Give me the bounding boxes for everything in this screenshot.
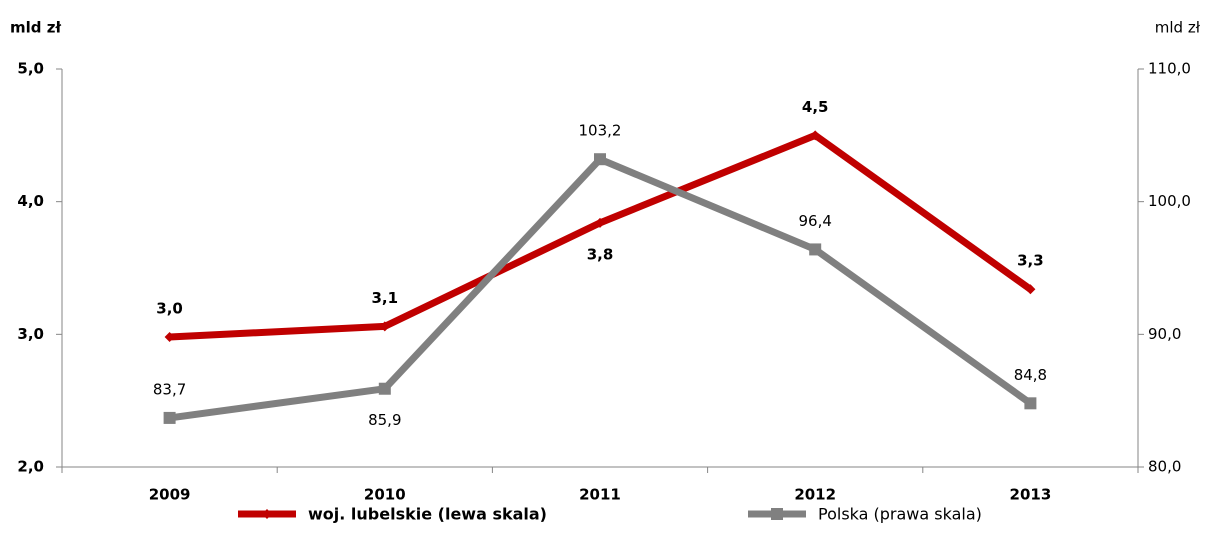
- x-tick-label: 2011: [579, 486, 621, 504]
- marker: [164, 331, 175, 342]
- marker: [595, 217, 605, 228]
- x-tick-label: 2009: [149, 486, 191, 504]
- legend-label: Polska (prawa skala): [818, 505, 982, 524]
- data-label: 3,3: [1017, 252, 1044, 270]
- legend-label: woj. lubelskie (lewa skala): [308, 505, 547, 524]
- y2-tick-label: 110,0: [1148, 60, 1191, 78]
- y2-tick-label: 90,0: [1148, 325, 1181, 343]
- data-label: 3,1: [372, 289, 399, 307]
- marker: [379, 321, 390, 332]
- y-tick-label: 4,0: [17, 192, 44, 210]
- marker: [1025, 284, 1036, 295]
- x-tick-label: 2013: [1010, 486, 1052, 504]
- y2-axis-label: mld zł: [1155, 19, 1201, 37]
- data-label: 84,8: [1014, 366, 1047, 384]
- data-label: 3,8: [587, 245, 614, 263]
- y-tick-label: 3,0: [17, 325, 44, 343]
- marker: [1024, 397, 1037, 410]
- data-label: 83,7: [153, 380, 186, 398]
- legend-marker: [262, 509, 272, 519]
- y-tick-label: 5,0: [17, 60, 44, 78]
- data-label: 103,2: [579, 122, 622, 140]
- data-label: 85,9: [368, 411, 401, 429]
- x-tick-label: 2012: [794, 486, 836, 504]
- legend-marker: [771, 508, 783, 520]
- marker: [594, 153, 606, 166]
- y2-tick-label: 100,0: [1148, 192, 1191, 210]
- data-label: 3,0: [156, 299, 183, 317]
- data-label: 4,5: [802, 98, 829, 116]
- marker: [810, 130, 821, 141]
- data-label: 96,4: [798, 212, 831, 230]
- marker: [378, 382, 391, 395]
- y-axis-label: mld zł: [10, 19, 61, 37]
- marker: [163, 411, 176, 424]
- y2-tick-label: 80,0: [1148, 458, 1181, 476]
- y-tick-label: 2,0: [17, 458, 44, 476]
- marker: [809, 243, 822, 256]
- x-tick-label: 2010: [364, 486, 406, 504]
